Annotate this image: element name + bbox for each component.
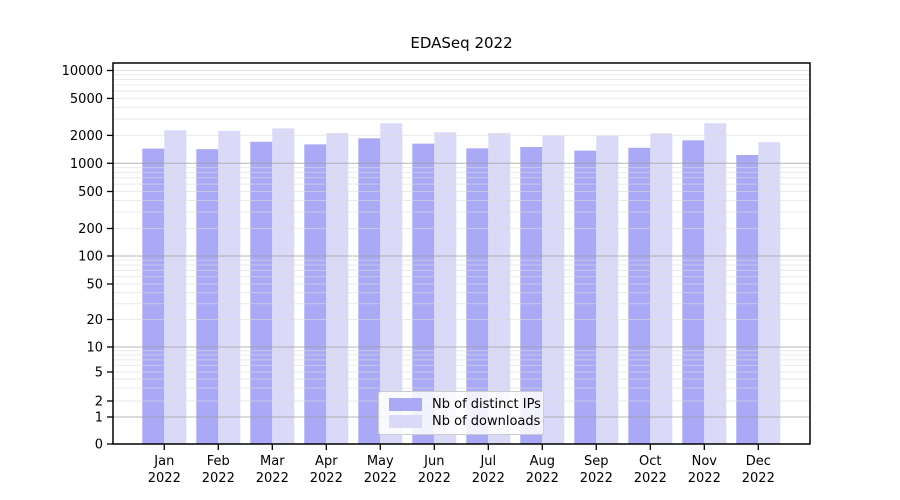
x-tick-label-month-oct: Oct bbox=[639, 454, 661, 469]
bar-distinct-ips-apr bbox=[304, 144, 327, 445]
y-tick-label-20: 20 bbox=[86, 313, 103, 328]
bar-downloads-apr bbox=[326, 133, 349, 444]
y-tick-label-200: 200 bbox=[78, 222, 103, 237]
bar-distinct-ips-sep bbox=[574, 150, 597, 445]
y-tick-label-10000: 10000 bbox=[62, 64, 103, 79]
x-tick-label-month-feb: Feb bbox=[207, 454, 230, 469]
x-tick-label-year-jan: 2022 bbox=[148, 471, 181, 486]
legend-label-downloads: Nb of downloads bbox=[432, 414, 541, 430]
x-tick-label-year-jul: 2022 bbox=[472, 471, 505, 486]
x-tick-label-month-dec: Dec bbox=[746, 454, 771, 469]
bar-distinct-ips-aug bbox=[520, 146, 543, 444]
y-tick-label-5000: 5000 bbox=[70, 92, 103, 107]
y-tick-label-5: 5 bbox=[95, 366, 103, 381]
chart-title: EDASeq 2022 bbox=[410, 34, 513, 52]
bar-downloads-mar bbox=[272, 128, 295, 444]
x-tick-label-year-jun: 2022 bbox=[418, 471, 451, 486]
legend-label-distinct-ips: Nb of distinct IPs bbox=[432, 396, 541, 412]
legend-swatch-distinct-ips bbox=[389, 397, 422, 411]
y-tick-label-1: 1 bbox=[95, 411, 103, 426]
plot-frame bbox=[112, 62, 811, 445]
y-tick-label-0: 0 bbox=[95, 438, 103, 453]
x-tick-label-month-aug: Aug bbox=[530, 454, 555, 469]
y-tick-label-2: 2 bbox=[95, 395, 103, 410]
y-tick-label-50: 50 bbox=[86, 278, 103, 293]
bar-distinct-ips-oct bbox=[628, 147, 651, 444]
x-tick-label-year-may: 2022 bbox=[364, 471, 397, 486]
x-tick-label-month-jun: Jun bbox=[423, 454, 444, 469]
bar-downloads-oct bbox=[650, 133, 673, 444]
bar-downloads-jun bbox=[434, 132, 457, 444]
x-tick-label-month-sep: Sep bbox=[584, 454, 609, 469]
y-tick-label-10: 10 bbox=[86, 341, 103, 356]
bar-distinct-ips-may bbox=[358, 138, 381, 445]
legend: Nb of distinct IPs Nb of downloads bbox=[378, 391, 544, 435]
x-tick-label-month-nov: Nov bbox=[692, 454, 718, 469]
y-tick-label-100: 100 bbox=[78, 250, 103, 265]
legend-item-distinct-ips: Nb of distinct IPs bbox=[379, 397, 543, 412]
x-tick-label-month-may: May bbox=[367, 454, 394, 469]
legend-swatch-downloads bbox=[389, 415, 422, 429]
bar-distinct-ips-jan bbox=[142, 148, 165, 444]
y-tick-label-2000: 2000 bbox=[70, 129, 103, 144]
bar-downloads-sep bbox=[596, 135, 619, 444]
x-tick-label-month-jan: Jan bbox=[153, 454, 174, 469]
x-tick-label-month-mar: Mar bbox=[260, 454, 285, 469]
y-tick-label-1000: 1000 bbox=[70, 157, 103, 172]
x-tick-label-year-mar: 2022 bbox=[256, 471, 289, 486]
x-tick-label-month-jul: Jul bbox=[479, 454, 496, 469]
x-tick-label-year-feb: 2022 bbox=[202, 471, 235, 486]
bar-distinct-ips-jun bbox=[412, 143, 435, 444]
legend-item-downloads: Nb of downloads bbox=[379, 414, 543, 429]
bar-distinct-ips-jul bbox=[466, 148, 489, 445]
bar-downloads-jul bbox=[488, 133, 511, 444]
y-tick-label-500: 500 bbox=[78, 185, 103, 200]
x-tick-label-year-nov: 2022 bbox=[688, 471, 721, 486]
x-tick-label-year-aug: 2022 bbox=[526, 471, 559, 486]
x-tick-label-year-dec: 2022 bbox=[742, 471, 775, 486]
x-tick-label-year-sep: 2022 bbox=[580, 471, 613, 486]
x-tick-label-month-apr: Apr bbox=[315, 454, 338, 469]
bar-downloads-aug bbox=[542, 135, 565, 445]
x-tick-label-year-apr: 2022 bbox=[310, 471, 343, 486]
x-tick-label-year-oct: 2022 bbox=[634, 471, 667, 486]
bar-distinct-ips-feb bbox=[196, 149, 219, 444]
